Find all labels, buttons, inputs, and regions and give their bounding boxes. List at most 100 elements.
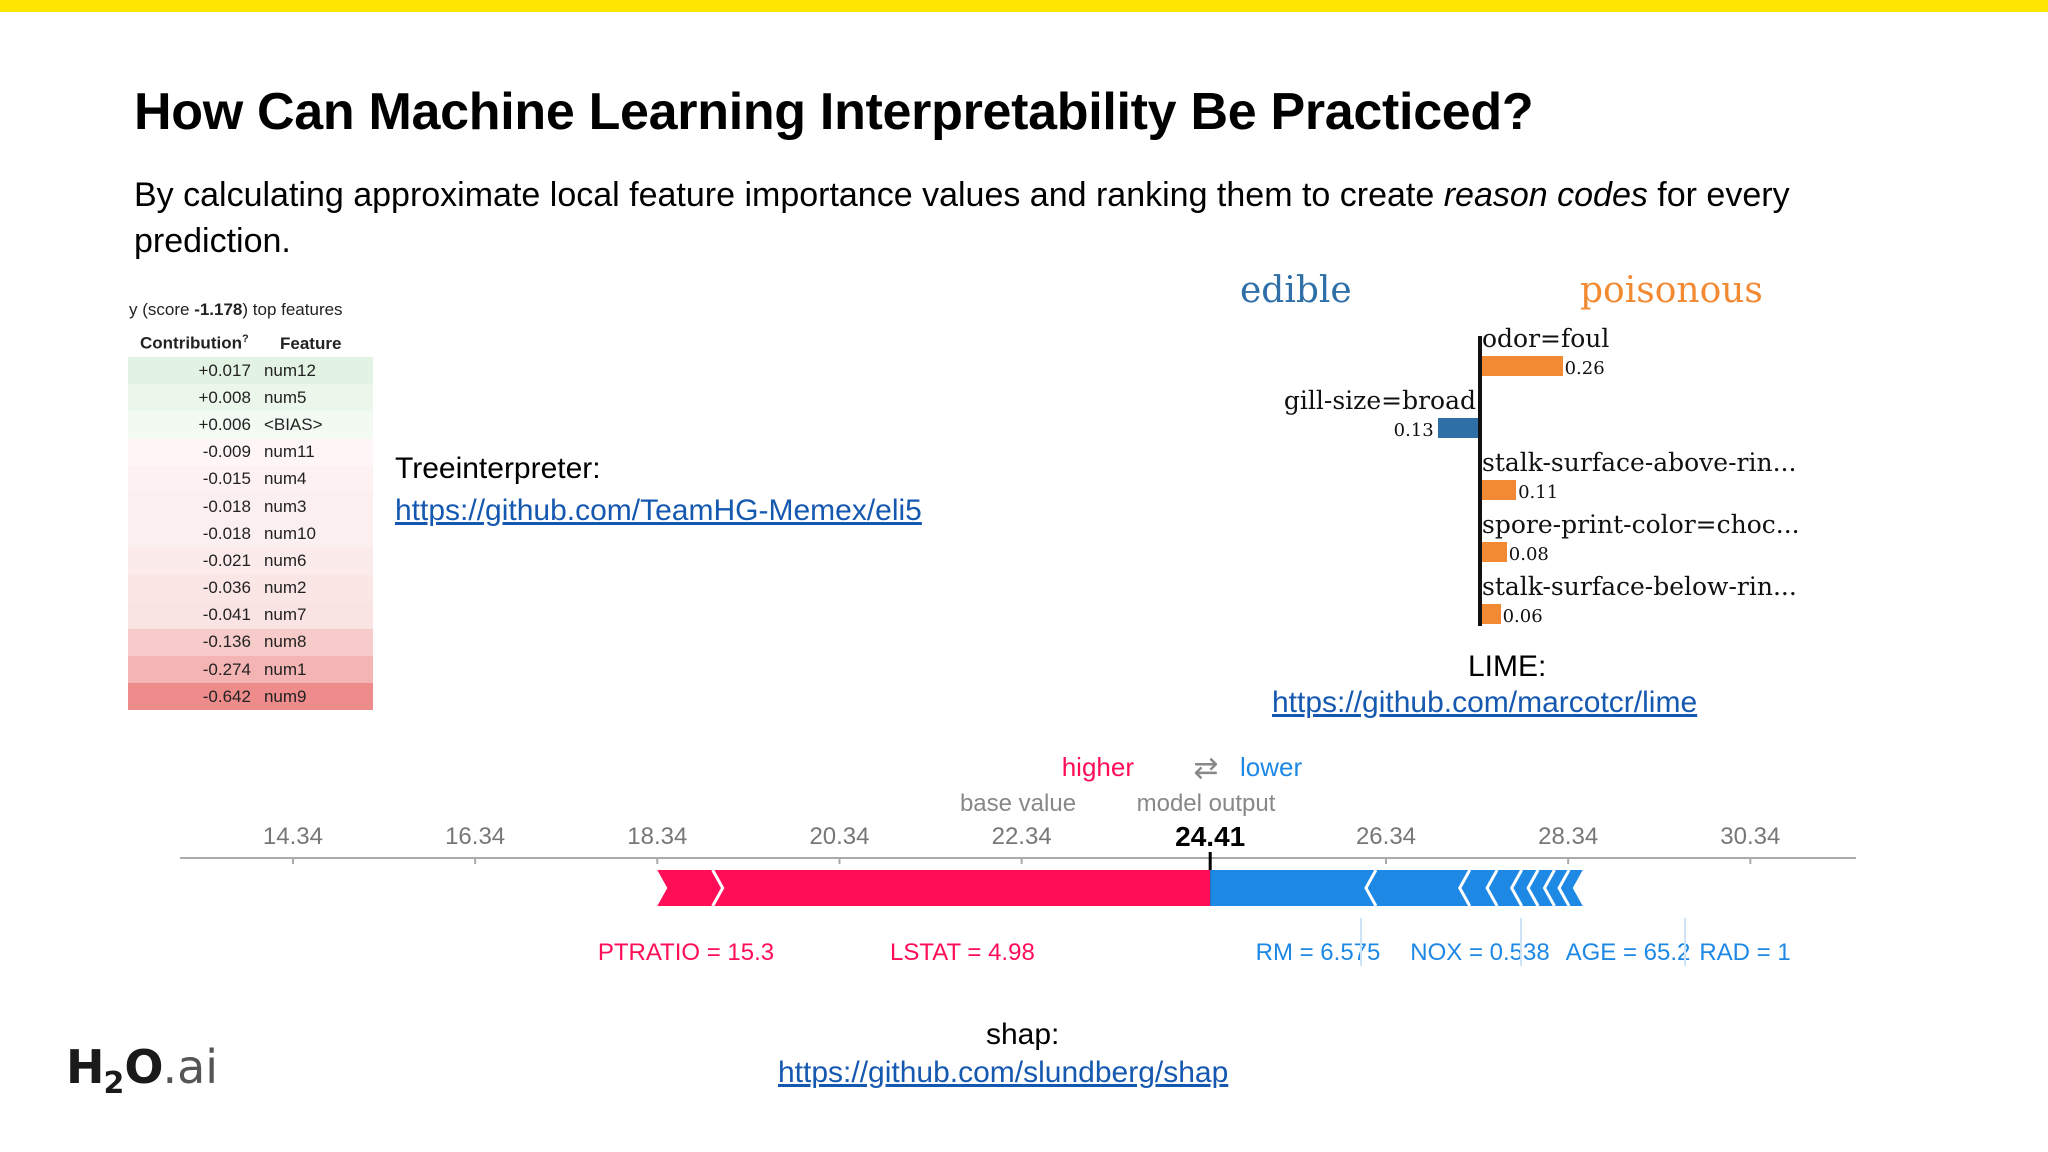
- contribution-value: -0.041: [202, 605, 251, 625]
- lime-feature-value: 0.26: [1564, 358, 1605, 379]
- lime-github-link[interactable]: https://github.com/marcotcr/lime: [1272, 686, 1698, 719]
- contribution-value: -0.018: [202, 496, 251, 516]
- shap-segment-divider: [1364, 869, 1378, 907]
- table-row: +0.008 num5: [128, 384, 373, 412]
- shap-negative-bar: [1210, 870, 1583, 906]
- logo-sub: 2: [103, 1066, 125, 1101]
- table-row: -0.015 num4: [128, 465, 373, 493]
- feature-name: num1: [263, 659, 307, 679]
- lime-axis-line: [1478, 336, 1482, 626]
- lime-caption: LIME:: [1468, 650, 1547, 683]
- shap-segment-divider: [711, 869, 725, 907]
- help-icon[interactable]: ?: [241, 333, 249, 346]
- contribution-value: +0.008: [198, 387, 251, 407]
- feature-name: num7: [263, 605, 307, 625]
- eli5-table-body: +0.017 num12 +0.008 num5 +0.006 <BIAS> -0.009 n…: [128, 357, 373, 711]
- subtitle-text-start: By calculating approximate local feature…: [134, 176, 1444, 214]
- lime-feature-label: spore-print-color=choc...: [1482, 510, 1800, 539]
- eli5-column-headers: Contribution? Feature: [128, 326, 373, 357]
- shap-legend-higher: higher: [1062, 752, 1135, 782]
- table-row: -0.018 num3: [128, 492, 373, 521]
- table-row: -0.136 num8: [128, 628, 373, 657]
- feature-name: num12: [263, 360, 316, 380]
- subtitle-text-end: for every prediction.: [134, 176, 1790, 260]
- shap-tick-label: 16.34: [445, 823, 505, 850]
- slide-subtitle: By calculating approximate local feature…: [134, 172, 1934, 264]
- table-row: -0.642 num9: [128, 683, 373, 711]
- shap-segment-divider: [1526, 869, 1540, 907]
- lime-feature-label: stalk-surface-above-rin...: [1482, 448, 1797, 477]
- contribution-value: -0.136: [202, 632, 251, 652]
- eli5-heading-suffix: ) top features: [242, 300, 343, 319]
- lime-feature-bar: [1437, 418, 1478, 438]
- shap-legend-lower: lower: [1240, 752, 1302, 782]
- lime-explanation-chart: edible poisonous odor=foul 0.26 gill-size=…: [1240, 270, 1800, 719]
- contribution-value: -0.015: [202, 469, 251, 489]
- table-row: -0.041 num7: [128, 601, 373, 629]
- eli5-heading-prefix: y (score: [129, 300, 195, 319]
- shap-model-output-label: model output: [1137, 790, 1276, 817]
- table-row: -0.018 num10: [128, 520, 373, 548]
- shap-tick-label: 26.34: [1356, 823, 1416, 850]
- feature-name: num9: [263, 686, 307, 706]
- lime-feature-bar: [1482, 542, 1507, 562]
- feature-column-header: Feature: [280, 334, 342, 353]
- table-row: -0.274 num1: [128, 656, 373, 684]
- feature-name: num5: [263, 387, 307, 407]
- lime-feature-value: 0.06: [1502, 606, 1543, 627]
- feature-name: num6: [263, 550, 307, 570]
- shap-github-link[interactable]: https://github.com/slundberg/shap: [778, 1056, 1229, 1089]
- lime-feature-bar: [1482, 480, 1517, 500]
- contribution-value: -0.018: [202, 523, 251, 543]
- logo-ai: .ai: [162, 1040, 219, 1094]
- contribution-value: -0.021: [202, 550, 251, 570]
- shap-tick-label: 22.34: [992, 823, 1052, 850]
- lime-edible-label: edible: [1240, 270, 1352, 311]
- table-row: +0.017 num12: [128, 357, 373, 385]
- table-row: -0.021 num6: [128, 547, 373, 575]
- h2o-ai-logo: H2O.ai: [66, 1040, 218, 1101]
- shap-feature-label: RAD = 1: [1699, 939, 1790, 966]
- shap-feature-label: LSTAT = 4.98: [890, 939, 1035, 966]
- lime-feature-value: 0.11: [1518, 482, 1559, 503]
- shap-feature-label: NOX = 0.538: [1410, 939, 1549, 966]
- contribution-value: -0.036: [202, 578, 251, 598]
- table-row: +0.006 <BIAS>: [128, 411, 373, 439]
- eli5-heading-score: -1.178: [194, 300, 243, 319]
- shap-segment-divider: [1557, 869, 1571, 907]
- lime-poisonous-label: poisonous: [1580, 270, 1763, 311]
- shap-caption: shap:: [986, 1018, 1060, 1051]
- lime-feature-bar: [1482, 356, 1563, 376]
- shap-feature-label: RM = 6.575: [1256, 939, 1381, 966]
- shap-positive-bar: [657, 870, 1211, 906]
- eli5-table-heading: y (score -1.178) top features: [129, 300, 373, 326]
- contribution-header-label: Contribution: [140, 334, 242, 353]
- contribution-value: -0.274: [202, 659, 251, 679]
- shap-tick-label: 14.34: [263, 823, 323, 850]
- shap-segment-divider: [1542, 869, 1556, 907]
- eli5-github-link[interactable]: https://github.com/TeamHG-Memex/eli5: [395, 494, 922, 527]
- eli5-explanation-table: y (score -1.178) top features Contributi…: [128, 300, 373, 711]
- lime-feature-label: odor=foul: [1482, 324, 1610, 353]
- shap-segment-divider: [1458, 869, 1472, 907]
- feature-name: <BIAS>: [263, 414, 323, 434]
- shap-legend-arrows-icon: ⇄: [1193, 751, 1218, 786]
- contribution-value: -0.642: [202, 686, 251, 706]
- lime-feature-value: 0.08: [1508, 544, 1549, 565]
- shap-feature-label: PTRATIO = 15.3: [598, 939, 774, 966]
- shap-tick-label: 28.34: [1538, 823, 1598, 850]
- lime-feature-value: 0.13: [1393, 420, 1434, 441]
- shap-segment-divider: [1509, 869, 1524, 907]
- lime-feature-bar: [1482, 604, 1501, 624]
- slide-title: How Can Machine Learning Interpretabilit…: [134, 83, 1534, 141]
- feature-name: num11: [263, 442, 315, 462]
- table-row: -0.036 num2: [128, 574, 373, 602]
- lime-feature-label: stalk-surface-below-rin...: [1482, 572, 1797, 601]
- feature-name: num4: [263, 469, 307, 489]
- lime-feature-label: gill-size=broad: [1283, 386, 1476, 415]
- contribution-column-header: Contribution?: [128, 333, 268, 354]
- top-accent-bar: [0, 0, 2048, 12]
- feature-name: num3: [263, 496, 307, 516]
- subtitle-emphasis: reason codes: [1443, 176, 1648, 214]
